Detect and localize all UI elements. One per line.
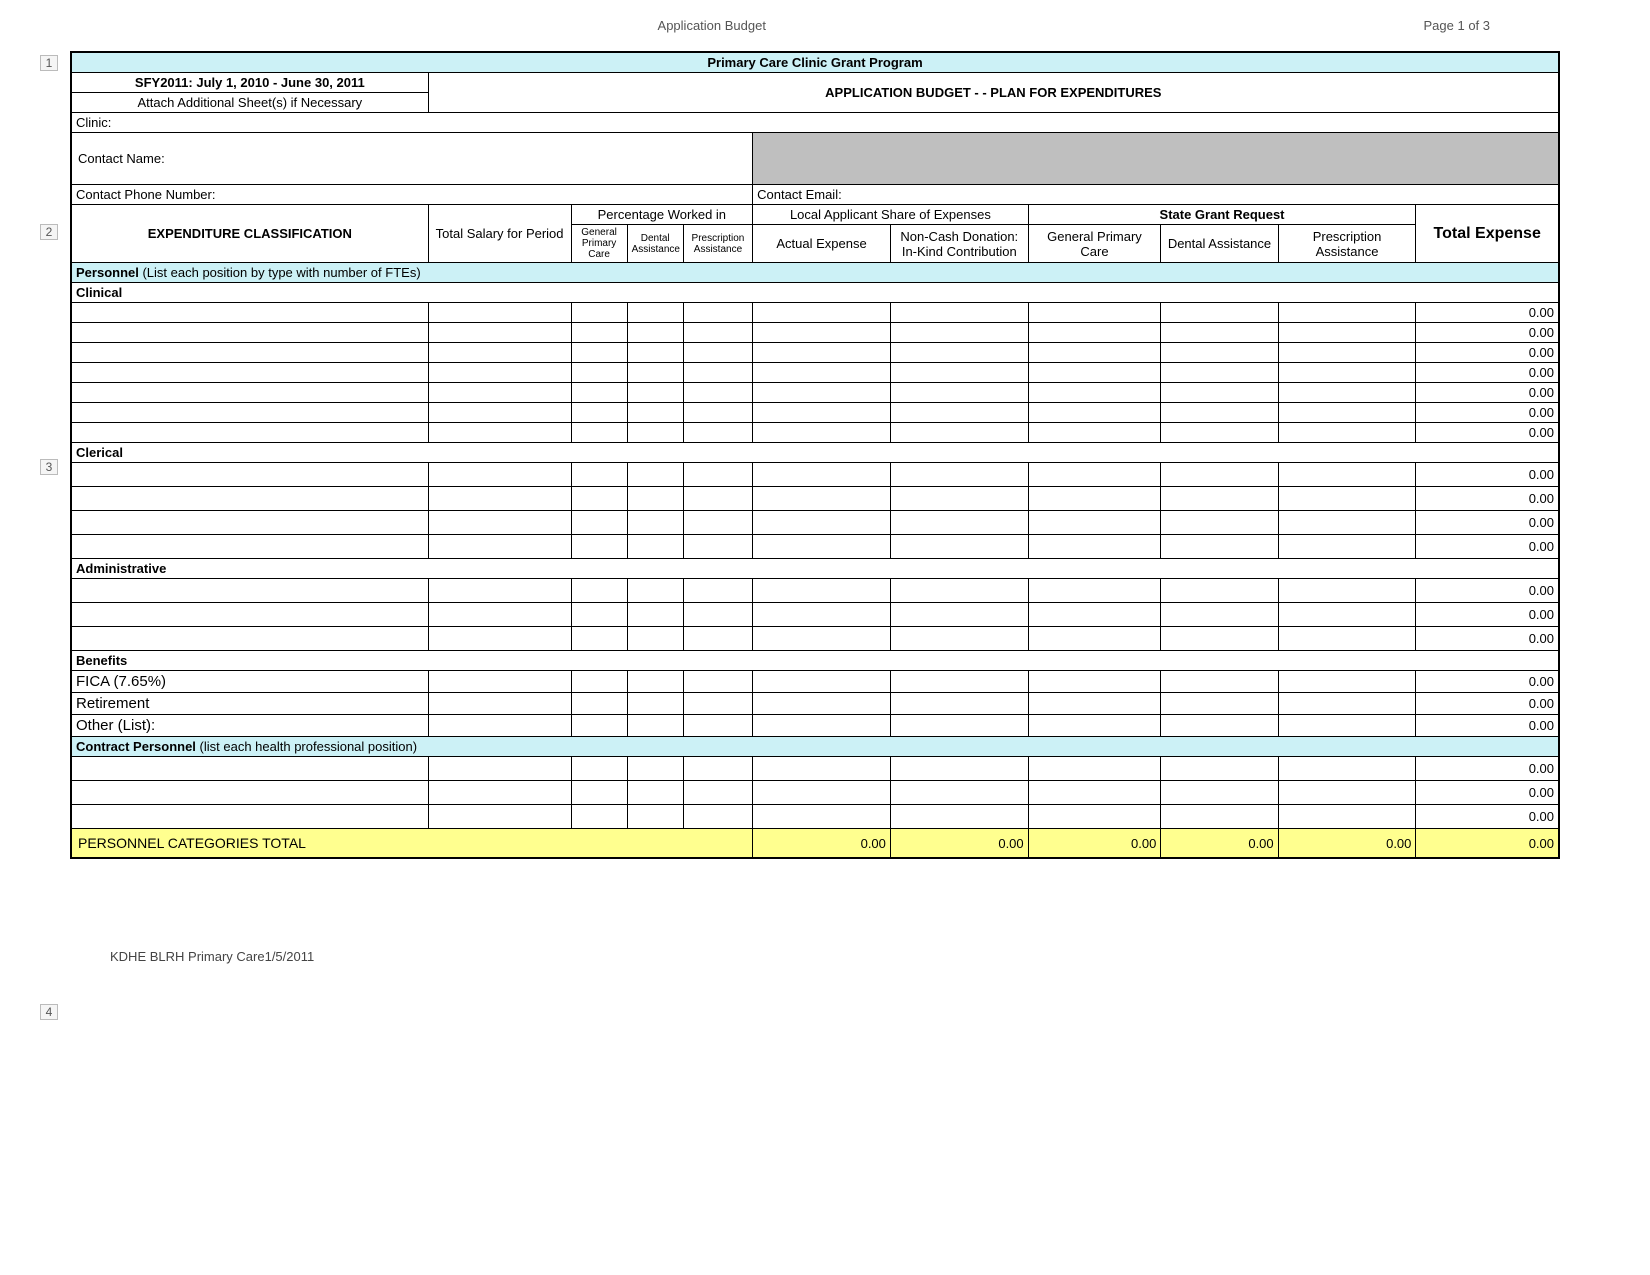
hdr-total-salary: Total Salary for Period [428,205,571,263]
totals-val-4: 0.00 [1161,829,1278,859]
program-title: Primary Care Clinic Grant Program [71,52,1559,73]
table-row: 0.00 [71,535,1559,559]
table-row: 0.00 [71,423,1559,443]
table-row: 0.00 [71,303,1559,323]
row-total: 0.00 [1416,781,1559,805]
row-total: 0.00 [1416,463,1559,487]
hdr-total-expense: Total Expense [1416,205,1559,263]
row-total: 0.00 [1416,363,1559,383]
section-contract: Contract Personnel (list each health pro… [71,737,1559,757]
totals-val-5: 0.00 [1278,829,1416,859]
contact-name-label: Contact Name: [71,133,753,185]
hdr-pct-worked: Percentage Worked in [571,205,753,225]
hdr-exp-class: EXPENDITURE CLASSIFICATION [71,205,428,263]
section-personnel: Personnel (List each position by type wi… [71,263,1559,283]
contact-email-label: Contact Email: [753,185,1559,205]
row-total: 0.00 [1416,383,1559,403]
outline-marker-4[interactable]: 4 [40,1004,58,1020]
hdr-local-2: Non-Cash Donation: In-Kind Contribution [890,225,1028,263]
hdr-state-3: Prescription Assistance [1278,225,1416,263]
table-row: 0.00 [71,627,1559,651]
sfy-period: SFY2011: July 1, 2010 - June 30, 2011 [71,73,428,93]
row-total: 0.00 [1416,805,1559,829]
row-total: 0.00 [1416,671,1559,693]
subhead-clerical: Clerical [71,443,1559,463]
row-total: 0.00 [1416,423,1559,443]
table-row: 0.00 [71,603,1559,627]
outline-marker-3[interactable]: 3 [40,459,58,475]
page-footer: KDHE BLRH Primary Care1/5/2011 [0,859,1650,964]
page-header: Application Budget Page 1 of 3 [0,0,1650,41]
table-row: 0.00 [71,579,1559,603]
table-row: 0.00 [71,781,1559,805]
table-row: FICA (7.65%)0.00 [71,671,1559,693]
subhead-benefits: Benefits [71,651,1559,671]
row-total: 0.00 [1416,511,1559,535]
row-total: 0.00 [1416,535,1559,559]
row-total: 0.00 [1416,715,1559,737]
table-row: 0.00 [71,383,1559,403]
contact-phone-label: Contact Phone Number: [71,185,753,205]
table-row: 0.00 [71,343,1559,363]
sheet: 1 2 3 4 Primary Care Clinic Grant Progra… [0,41,1650,859]
row-total: 0.00 [1416,579,1559,603]
hdr-local-share: Local Applicant Share of Expenses [753,205,1029,225]
row-total: 0.00 [1416,303,1559,323]
hdr-pct-2: Dental Assistance [627,225,683,263]
totals-val-6: 0.00 [1416,829,1559,859]
table-row: 0.00 [71,487,1559,511]
budget-table: Primary Care Clinic Grant Program SFY201… [70,51,1560,859]
attach-note: Attach Additional Sheet(s) if Necessary [71,93,428,113]
table-row: 0.00 [71,363,1559,383]
table-row: Other (List):0.00 [71,715,1559,737]
contact-name-gray [753,133,1559,185]
row-total: 0.00 [1416,603,1559,627]
table-row: 0.00 [71,511,1559,535]
row-total: 0.00 [1416,343,1559,363]
hdr-local-1: Actual Expense [753,225,891,263]
hdr-pct-3: Prescription Assistance [683,225,752,263]
row-total: 0.00 [1416,757,1559,781]
outline-marker-1[interactable]: 1 [40,55,58,71]
table-row: 0.00 [71,757,1559,781]
subtitle: APPLICATION BUDGET - - PLAN FOR EXPENDIT… [428,73,1559,113]
hdr-pct-1: General Primary Care [571,225,627,263]
subhead-clinical: Clinical [71,283,1559,303]
subhead-admin: Administrative [71,559,1559,579]
totals-val-1: 0.00 [753,829,891,859]
hdr-state-1: General Primary Care [1028,225,1161,263]
table-row: 0.00 [71,403,1559,423]
hdr-state-grant: State Grant Request [1028,205,1416,225]
totals-val-3: 0.00 [1028,829,1161,859]
table-row: Retirement0.00 [71,693,1559,715]
totals-val-2: 0.00 [890,829,1028,859]
clinic-label: Clinic: [71,113,1559,133]
totals-row: PERSONNEL CATEGORIES TOTAL 0.00 0.00 0.0… [71,829,1559,859]
header-page-number: Page 1 of 3 [1424,18,1491,33]
row-total: 0.00 [1416,323,1559,343]
row-total: 0.00 [1416,693,1559,715]
totals-label: PERSONNEL CATEGORIES TOTAL [71,829,753,859]
table-row: 0.00 [71,463,1559,487]
row-total: 0.00 [1416,487,1559,511]
outline-marker-2[interactable]: 2 [40,224,58,240]
table-row: 0.00 [71,805,1559,829]
row-total: 0.00 [1416,627,1559,651]
header-center: Application Budget [0,18,1424,33]
hdr-state-2: Dental Assistance [1161,225,1278,263]
row-total: 0.00 [1416,403,1559,423]
table-row: 0.00 [71,323,1559,343]
